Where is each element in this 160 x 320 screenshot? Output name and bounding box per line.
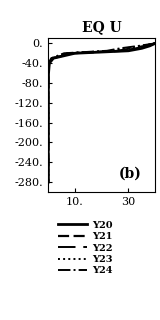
Legend: Y20, Y21, Y22, Y23, Y24: Y20, Y21, Y22, Y23, Y24 <box>54 217 117 279</box>
Text: (b): (b) <box>119 167 142 181</box>
Title: EQ U: EQ U <box>82 20 121 35</box>
